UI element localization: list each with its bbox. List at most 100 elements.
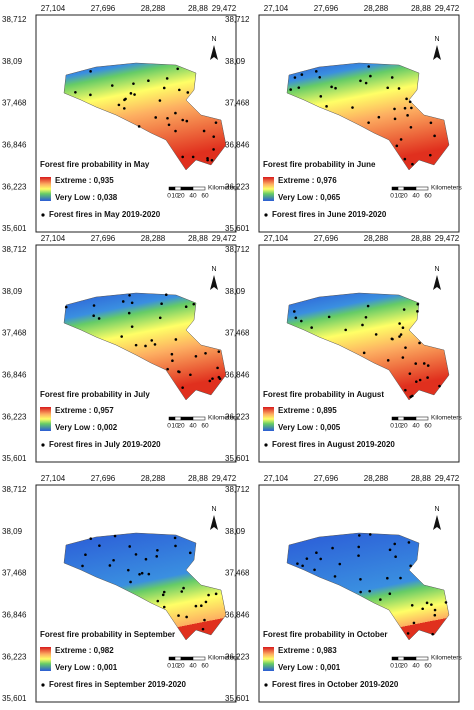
scale-tick: 0 xyxy=(390,193,394,200)
fire-point xyxy=(194,604,198,608)
fire-point xyxy=(358,534,361,537)
fire-point xyxy=(129,92,133,95)
color-ramp xyxy=(40,407,51,431)
legend-fires: Forest fires in May 2019-2020 xyxy=(49,210,161,219)
fire-point xyxy=(319,95,323,98)
longitude-label: 28,288 xyxy=(141,474,166,483)
fire-point xyxy=(402,308,406,311)
longitude-label: 29,472 xyxy=(212,4,237,13)
longitude-label: 29,472 xyxy=(435,474,460,483)
fire-point xyxy=(166,367,169,371)
fire-point xyxy=(411,162,414,166)
legend-fire-dot xyxy=(41,443,45,447)
fire-point xyxy=(438,384,441,388)
fire-point xyxy=(331,546,334,550)
fire-point xyxy=(366,304,370,308)
fire-point xyxy=(89,537,93,540)
longitude-label: 29,472 xyxy=(435,234,460,243)
study-area xyxy=(63,532,227,641)
scale-tick: 20 xyxy=(177,423,185,430)
legend-fire-dot xyxy=(264,683,268,687)
scale-bar-segment xyxy=(391,656,399,661)
scale-tick: 40 xyxy=(412,193,420,200)
scale-tick: 0 xyxy=(390,663,394,670)
fire-point xyxy=(134,343,138,347)
fire-point xyxy=(406,632,410,635)
legend-low: Very Low : 0,005 xyxy=(278,423,341,432)
scale-tick: 40 xyxy=(412,423,420,430)
fire-point xyxy=(173,536,177,540)
latitude-label: 36,846 xyxy=(2,371,27,380)
fire-point xyxy=(368,589,371,593)
fire-point xyxy=(300,319,303,323)
fire-point xyxy=(393,542,397,546)
fire-point xyxy=(318,76,322,79)
fire-point xyxy=(98,544,101,547)
scale-tick: 60 xyxy=(201,193,209,200)
latitude-label: 38,09 xyxy=(225,527,246,536)
fire-point xyxy=(416,310,419,313)
fire-point xyxy=(410,604,414,607)
north-label: N xyxy=(434,506,439,513)
fire-point xyxy=(206,156,209,160)
legend-low: Very Low : 0,001 xyxy=(278,663,341,672)
fire-point xyxy=(165,77,169,80)
scale-tick: 60 xyxy=(424,663,432,670)
longitude-label: 27,104 xyxy=(41,4,66,13)
latitude-label: 37,468 xyxy=(225,99,250,108)
panel-title: Forest fire probability in June xyxy=(263,160,376,169)
fire-point xyxy=(357,554,360,557)
scale-tick: 0 xyxy=(167,663,171,670)
fire-point xyxy=(206,158,209,162)
fire-point xyxy=(128,294,131,297)
latitude-label: 37,468 xyxy=(2,569,27,578)
fire-point xyxy=(212,148,215,151)
fire-point xyxy=(130,301,134,305)
scale-unit: Kilometers xyxy=(431,185,462,192)
color-ramp xyxy=(263,407,274,431)
longitude-label: 28,288 xyxy=(141,4,166,13)
longitude-label: 27,104 xyxy=(264,474,289,483)
fire-point xyxy=(362,351,366,355)
fire-point xyxy=(359,577,362,581)
north-arrow xyxy=(433,45,441,60)
fire-point xyxy=(422,362,426,365)
fire-point xyxy=(401,326,405,330)
latitude-label: 38,712 xyxy=(225,245,250,254)
fire-point xyxy=(147,79,150,83)
legend-high: Extreme : 0,935 xyxy=(55,176,114,185)
longitude-label: 29,472 xyxy=(435,4,460,13)
fire-point xyxy=(92,314,95,317)
scale-bar-segment xyxy=(192,186,206,191)
fire-point xyxy=(399,333,403,336)
fire-point xyxy=(404,346,407,349)
scale-unit: Kilometers xyxy=(431,415,462,422)
fire-point xyxy=(133,93,136,96)
legend-fire-dot xyxy=(264,443,268,447)
legend-fires: Forest fires in June 2019-2020 xyxy=(272,210,387,219)
fire-point xyxy=(359,590,362,594)
scale-bar-segment xyxy=(192,656,206,661)
fire-point xyxy=(394,555,397,558)
study-area xyxy=(286,292,450,401)
north-arrow xyxy=(210,515,218,530)
fire-point xyxy=(181,118,184,122)
north-label: N xyxy=(211,36,216,43)
longitude-label: 27,104 xyxy=(264,4,289,13)
fire-point xyxy=(421,607,424,611)
fire-point xyxy=(174,338,178,341)
fire-point xyxy=(181,386,184,389)
fire-point xyxy=(162,590,166,594)
scale-unit: Kilometers xyxy=(208,415,239,422)
fire-point xyxy=(192,302,196,306)
fire-point xyxy=(418,378,422,382)
fire-point xyxy=(367,121,370,124)
scale-tick: 60 xyxy=(424,423,432,430)
longitude-label: 28,288 xyxy=(364,4,389,13)
latitude-label: 35,601 xyxy=(225,694,250,703)
longitude-label: 27,696 xyxy=(314,474,339,483)
longitude-label: 28,88 xyxy=(188,234,209,243)
fire-point xyxy=(338,562,342,566)
fire-point xyxy=(368,533,372,536)
fire-point xyxy=(397,87,401,90)
